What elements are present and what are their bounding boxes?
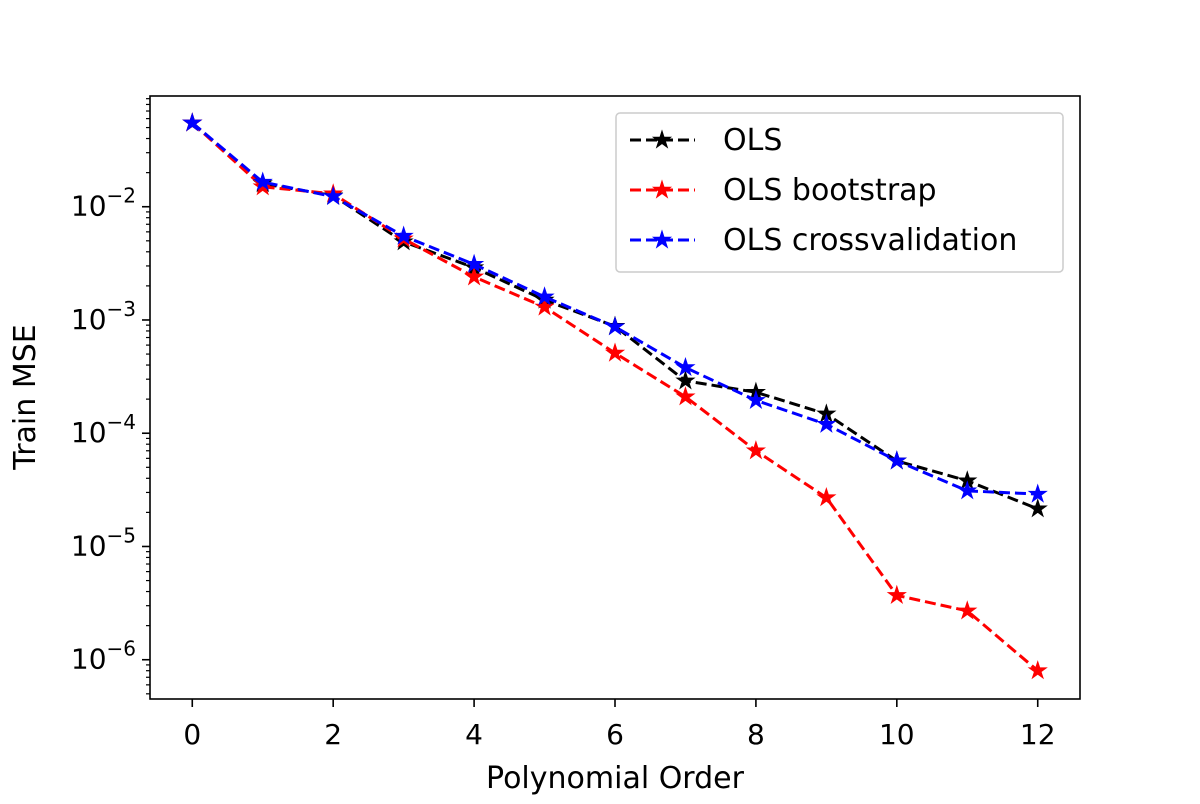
data-point: [816, 413, 837, 433]
x-tick-label: 6: [606, 718, 624, 751]
legend-label: OLS: [723, 123, 782, 158]
y-tick-base: 10: [71, 529, 107, 562]
x-tick-label: 2: [324, 718, 342, 751]
y-tick-label: 10−3: [71, 297, 136, 336]
legend-entry: OLS crossvalidation: [630, 223, 1017, 258]
y-tick-exponent: −4: [107, 410, 136, 434]
legend-label: OLS crossvalidation: [723, 223, 1017, 258]
y-tick-exponent: −5: [107, 523, 136, 547]
data-point: [675, 356, 696, 377]
y-tick-label: 10−5: [71, 523, 136, 562]
x-tick-label: 4: [465, 718, 483, 751]
data-point: [675, 386, 696, 406]
legend-marker: [651, 179, 673, 199]
data-point: [1027, 483, 1048, 503]
data-point: [182, 112, 203, 132]
data-point: [1027, 498, 1048, 518]
x-tick-label: 10: [879, 718, 915, 751]
y-axis-label: Train MSE: [8, 324, 43, 470]
y-tick-exponent: −2: [107, 184, 136, 208]
y-axis: 10−610−510−410−310−2: [71, 98, 150, 695]
legend-entry: OLS bootstrap: [630, 173, 937, 208]
x-axis-label: Polynomial Order: [486, 761, 745, 796]
y-tick-exponent: −3: [107, 297, 136, 321]
data-point: [534, 296, 555, 316]
x-tick-label: 8: [747, 718, 765, 751]
y-tick-label: 10−2: [71, 184, 136, 223]
data-point: [886, 584, 907, 604]
legend-box: [615, 112, 1064, 273]
legend-label: OLS bootstrap: [723, 173, 937, 208]
x-tick-label: 12: [1020, 718, 1056, 751]
data-point: [534, 286, 555, 306]
legend-entry: OLS: [630, 123, 782, 158]
data-point: [745, 440, 767, 460]
y-tick-base: 10: [71, 643, 107, 676]
y-tick-exponent: −6: [107, 637, 136, 661]
data-point: [604, 316, 626, 336]
x-tick-label: 0: [183, 718, 201, 751]
data-point: [745, 389, 767, 409]
data-point: [252, 171, 273, 191]
data-point: [463, 253, 485, 273]
data-point: [604, 342, 626, 362]
data-point: [957, 480, 978, 500]
y-tick-label: 10−6: [71, 637, 136, 676]
data-point: [886, 450, 907, 470]
series-layer: [182, 112, 1048, 680]
data-point: [675, 370, 696, 390]
data-point: [393, 225, 414, 245]
data-point: [323, 185, 344, 206]
y-tick-base: 10: [71, 190, 107, 223]
y-tick-base: 10: [71, 416, 107, 449]
series-2: [182, 112, 1048, 503]
legend-marker: [651, 129, 673, 149]
y-tick-base: 10: [71, 303, 107, 336]
data-point: [957, 600, 978, 620]
data-point: [816, 487, 837, 507]
data-point: [1027, 660, 1048, 680]
legend: OLS OLS bootstrap OLS crossvalidation: [615, 112, 1064, 273]
legend-marker: [651, 229, 673, 249]
data-point: [463, 266, 485, 286]
x-axis: 0 2 4 6 8 10 12: [183, 699, 1056, 751]
y-tick-label: 10−4: [71, 410, 136, 449]
